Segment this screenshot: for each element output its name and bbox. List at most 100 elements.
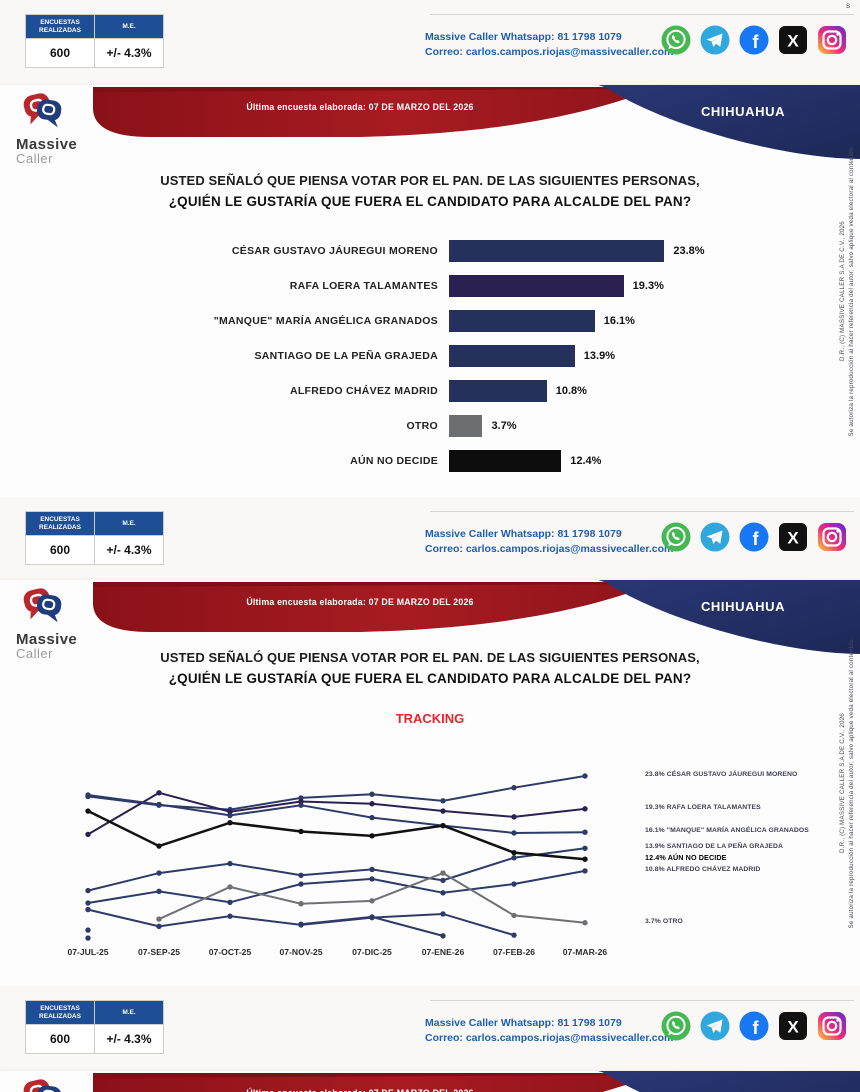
data-point <box>227 812 233 819</box>
question-line2: ¿QUIÉN LE GUSTARÍA QUE FUERA EL CANDIDAT… <box>168 194 692 209</box>
divider-strip: ENCUESTAS REALIZADAS M.E. 600 +/- 4.3% M… <box>0 0 860 85</box>
logo-mark-icon <box>23 93 62 128</box>
question-line1: USTED SEÑALÓ QUE PIENSA VOTAR POR EL PAN… <box>160 173 700 188</box>
instagram-icon[interactable] <box>816 1010 848 1042</box>
x-axis-labels: 07-JUL-25 07-SEP-25 07-OCT-25 07-NOV-25 07-D… <box>52 947 652 961</box>
question-line2: ¿QUIÉN LE GUSTARÍA QUE FUERA EL CANDIDAT… <box>168 671 692 686</box>
divider-hairline <box>430 511 854 512</box>
series-line <box>87 791 586 836</box>
candidate-label: RAFA LOERA TALAMANTES <box>289 279 438 292</box>
bar-row: RAFA LOERA TALAMANTES 19.3% <box>0 268 860 303</box>
stats-table: ENCUESTAS REALIZADAS M.E. 600 +/- 4.3% <box>25 1000 164 1054</box>
x-axis-tick-label: 07-OCT-25 <box>208 947 252 957</box>
massive-caller-logo: Massive Caller <box>16 584 126 660</box>
divider-strip-3: ENCUESTAS REALIZADAS M.E. 600 +/- 4.3% M… <box>0 986 860 1071</box>
bar-row: ALFREDO CHÁVEZ MADRID 10.8% <box>0 373 860 408</box>
x-icon[interactable]: X <box>777 24 809 56</box>
telegram-icon[interactable] <box>699 1010 731 1042</box>
stats-header-encuestas: ENCUESTAS REALIZADAS <box>25 511 95 536</box>
legend-item: 13.9% SANTIAGO DE LA PEÑA GRAJEDA <box>645 843 784 851</box>
x-icon[interactable]: X <box>777 521 809 553</box>
data-point <box>369 801 375 807</box>
data-point <box>85 900 91 906</box>
data-point <box>369 898 375 904</box>
data-point <box>227 913 233 919</box>
svg-text:X: X <box>787 529 799 548</box>
legend-item: 3.7% OTRO <box>645 917 683 925</box>
region-label: CHIHUAHUA <box>700 104 786 119</box>
logo-mark-icon <box>23 1079 62 1092</box>
bar-row: OTRO 3.7% <box>0 408 860 443</box>
isolated-data-point <box>85 927 91 933</box>
x-icon[interactable]: X <box>777 1010 809 1042</box>
data-point <box>582 806 588 812</box>
x-axis-tick-label: 07-MAR-26 <box>562 947 608 957</box>
data-point <box>440 933 446 939</box>
telegram-icon[interactable] <box>699 521 731 553</box>
svg-text:X: X <box>787 1018 799 1037</box>
data-point <box>511 912 517 919</box>
logo-text-caller: Caller <box>16 646 53 661</box>
stats-value-me: +/- 4.3% <box>94 1024 164 1054</box>
contact-whatsapp: Massive Caller Whatsapp: 81 1798 1079 <box>425 31 622 43</box>
bar-row: "MANQUE" MARÍA ANGÉLICA GRANADOS 16.1% <box>0 303 860 338</box>
massive-caller-logo: Massive Caller <box>16 89 126 165</box>
whatsapp-icon[interactable] <box>660 24 692 56</box>
bar-value-label: 3.7% <box>491 419 517 432</box>
facebook-icon[interactable]: f <box>738 24 770 56</box>
copyright-vertical: D.R., (C) MASSIVE CALLER S.A DE C.V., 20… <box>838 618 856 948</box>
telegram-icon[interactable] <box>699 24 731 56</box>
corner-text-fragment: s <box>846 1 850 10</box>
data-point <box>440 808 446 814</box>
data-point <box>156 843 162 849</box>
bar <box>449 379 547 402</box>
divider-strip-2: ENCUESTAS REALIZADAS M.E. 600 +/- 4.3% M… <box>0 497 860 580</box>
bar-row: AÚN NO DECIDE 12.4% <box>0 443 860 478</box>
x-axis-tick-label: 07-JUL-25 <box>67 947 109 957</box>
data-point <box>369 833 375 839</box>
data-point <box>582 845 588 851</box>
candidate-label: OTRO <box>406 419 438 432</box>
instagram-icon[interactable] <box>816 24 848 56</box>
contact-whatsapp: Massive Caller Whatsapp: 81 1798 1079 <box>425 1017 622 1029</box>
instagram-icon[interactable] <box>816 521 848 553</box>
stats-header-me: M.E. <box>94 1000 164 1025</box>
whatsapp-icon[interactable] <box>660 1010 692 1042</box>
x-axis-tick-label: 07-ENE-26 <box>421 947 465 957</box>
x-axis-tick-label: 07-SEP-25 <box>137 947 181 957</box>
legend-item: 12.4% AÚN NO DECIDE <box>645 853 727 863</box>
contact-block: Massive Caller Whatsapp: 81 1798 1079 Co… <box>425 527 673 557</box>
header-banner <box>93 1071 860 1092</box>
whatsapp-icon[interactable] <box>660 521 692 553</box>
stats-value-me: +/- 4.3% <box>94 535 164 565</box>
facebook-icon[interactable]: f <box>738 521 770 553</box>
facebook-icon[interactable]: f <box>738 1010 770 1042</box>
data-point <box>298 872 304 878</box>
data-point <box>440 890 446 896</box>
svg-text:f: f <box>753 1018 760 1038</box>
x-axis-tick-label: 07-NOV-25 <box>279 947 323 957</box>
data-point <box>440 822 446 829</box>
data-point <box>511 849 517 856</box>
tracking-label: TRACKING <box>395 711 465 726</box>
legend-item: 10.8% ALFREDO CHÁVEZ MADRID <box>645 865 761 873</box>
data-point <box>369 914 375 920</box>
tracking-slide: Última encuesta elaborada: 07 DE MARZO D… <box>0 580 860 986</box>
tracking-chart-area: 07-JUL-25 07-SEP-25 07-OCT-25 07-NOV-25 07-D… <box>0 735 860 985</box>
data-point <box>85 792 91 798</box>
logo-text-massive: Massive <box>16 136 78 153</box>
x-axis-tick-label: 07-DIC-25 <box>352 947 392 957</box>
x-axis-tick-label: 07-FEB-26 <box>492 947 536 957</box>
contact-email: Correo: carlos.campos.riojas@massivecall… <box>425 46 674 58</box>
divider-strip: ENCUESTAS REALIZADAS M.E. 600 +/- 4.3% M… <box>0 497 860 580</box>
copyright-line1: D.R., (C) MASSIVE CALLER S.A DE C.V., 20… <box>839 713 846 853</box>
data-point <box>298 881 304 887</box>
bar-value-label: 12.4% <box>570 454 602 467</box>
contact-whatsapp: Massive Caller Whatsapp: 81 1798 1079 <box>425 528 622 540</box>
data-point <box>156 888 162 895</box>
stats-header-encuestas: ENCUESTAS REALIZADAS <box>25 14 95 39</box>
banner-red-swoosh <box>93 89 655 137</box>
data-point <box>369 814 375 821</box>
next-slide-partial: Última encuesta elaborada: 07 DE MARZO D… <box>0 1071 860 1092</box>
